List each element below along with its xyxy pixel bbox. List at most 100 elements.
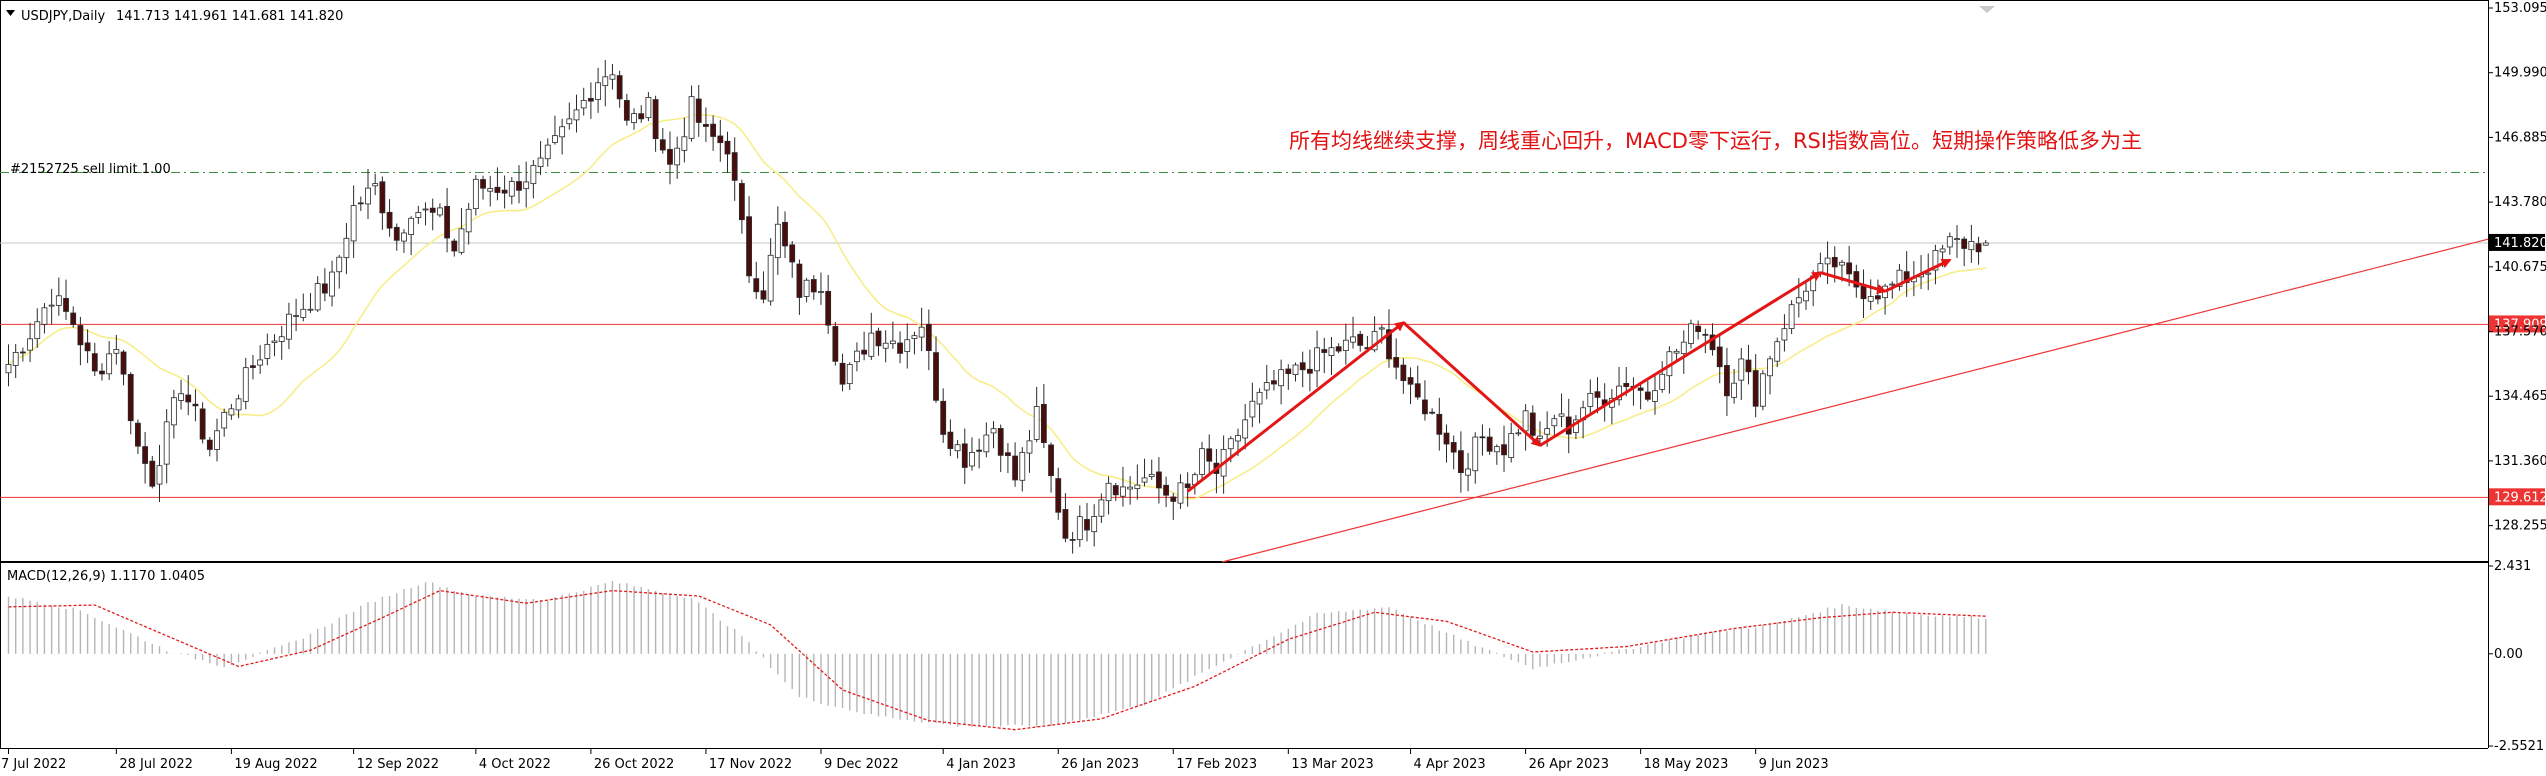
candle-body [329,271,335,297]
candle-body [638,113,645,120]
candle [1393,338,1400,380]
candle [408,216,415,256]
candle-body [1529,412,1536,436]
date-axis-label: 26 Apr 2023 [1529,757,1609,772]
candle-body [580,100,587,109]
scroll-marker-icon[interactable] [1979,6,1995,13]
date-axis-label: 26 Oct 2022 [594,757,674,772]
candle [1558,393,1565,427]
candle [1350,316,1356,349]
candle [487,175,494,207]
candle [1659,361,1666,393]
date-axis-label: 17 Nov 2022 [709,757,792,772]
candle [889,321,896,349]
candle [796,259,803,315]
candle [1422,380,1428,421]
candle [1321,337,1328,374]
candle [1752,354,1759,418]
candle [1774,337,1781,368]
date-axis-label: 17 Feb 2023 [1176,757,1257,772]
candle-body [149,460,156,487]
candle-body [156,465,163,485]
candle [228,404,235,420]
candle [818,272,824,305]
candle [552,115,558,145]
candle-body [185,394,192,403]
ascending-trendline [1221,238,2489,563]
candle [918,307,925,352]
candle-body [314,283,321,311]
candle [1314,330,1320,388]
price-axis-label: 137.570 [2494,324,2546,339]
macd-axis: 2.431 0.00 -2.5521 [2488,559,2544,754]
level-price-tag: 137.909 [2489,315,2546,333]
candle-body [631,113,637,123]
candle [1112,482,1119,501]
candle-body [242,367,249,402]
candle [1134,464,1141,500]
candle [170,389,177,439]
moving-average-line [7,114,1986,500]
candle [1306,349,1313,392]
candle [997,424,1004,473]
candle-body [271,340,278,344]
candle-body [1306,368,1313,374]
candle [1069,531,1076,554]
date-axis-label: 4 Jan 2023 [946,757,1016,772]
candle [1982,240,1989,246]
moving-average-layer [7,114,1986,500]
candle-body [1407,377,1414,385]
candle [1594,377,1601,414]
candle-body [127,374,134,422]
trend-arrow [1186,321,1405,493]
candle-body [731,152,738,181]
candle [1803,280,1809,310]
candle-body [1738,358,1745,381]
candle [1436,397,1443,451]
candle [1120,466,1126,507]
candle-body [206,439,213,450]
candle [904,323,911,369]
price-pane[interactable]: 141.820 137.909 129.612 153.095 149.990 146.… [0,0,2546,749]
candle-body [947,431,954,449]
candle-body [1357,333,1364,346]
candle-body [1127,486,1134,490]
candle-body [1544,428,1551,435]
candle [868,312,875,360]
candle-body [1371,331,1378,351]
candle-body [1249,400,1256,418]
candle [1932,244,1939,285]
candle [1479,424,1486,456]
candle-body [48,304,55,307]
symbol-menu-triangle-icon[interactable] [6,10,15,16]
candle-body [1457,450,1464,474]
candle [976,438,983,469]
candle-body [1688,323,1694,344]
candle-body [472,178,479,210]
price-axis-label: 153.095 [2494,1,2546,16]
candle [710,115,717,151]
candle [84,329,91,364]
candle-body [1227,438,1234,450]
candle-body [1019,452,1026,481]
candle [99,363,105,381]
candle-body [34,321,41,340]
candle-body [1537,435,1543,439]
candle-body [1939,248,1946,253]
candle-body [559,126,566,138]
candle [1501,425,1507,472]
candle-body [839,362,846,385]
date-axis-label: 12 Sep 2022 [357,757,439,772]
macd-pane[interactable]: 2.431 0.00 -2.5521 MACD(12,26,9) 1.1170 1.… [7,559,2544,754]
candle [27,322,33,363]
candle [48,288,55,325]
candle-body [12,352,19,366]
arrows-layer [1186,258,1952,493]
candle [1156,457,1162,504]
candle [113,334,120,365]
candle-body [1112,485,1119,496]
candle [401,229,407,253]
candle-body [1328,347,1335,356]
price-tag-label: 141.820 [2494,236,2546,251]
